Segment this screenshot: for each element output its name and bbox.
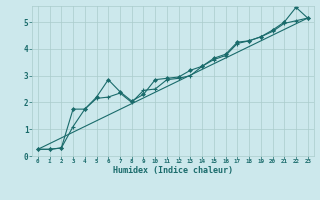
X-axis label: Humidex (Indice chaleur): Humidex (Indice chaleur) bbox=[113, 166, 233, 175]
